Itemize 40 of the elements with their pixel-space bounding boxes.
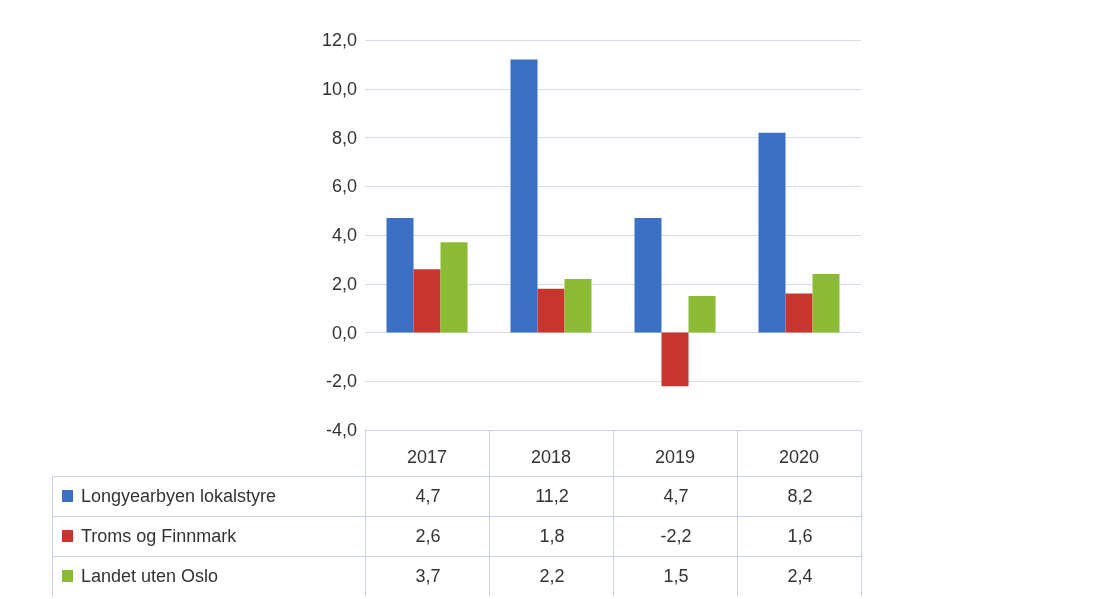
legend-label: Longyearbyen lokalstyre xyxy=(81,485,277,507)
y-tick-label: -2,0 xyxy=(325,371,357,392)
legend-label: Troms og Finnmark xyxy=(81,525,237,547)
y-tick-label: -4,0 xyxy=(325,420,357,440)
bar xyxy=(688,295,716,333)
bar xyxy=(386,217,414,333)
data-label: 2,2 xyxy=(489,556,614,596)
x-tick-label: 2017 xyxy=(406,447,448,467)
y-tick-label: 8,0 xyxy=(331,127,357,148)
bar xyxy=(661,332,689,387)
bar xyxy=(758,132,786,333)
bar xyxy=(537,288,565,333)
data-label: 4,7 xyxy=(365,476,490,516)
legend-label: Landet uten Oslo xyxy=(81,565,219,587)
data-label: 8,2 xyxy=(737,476,862,516)
bar xyxy=(785,293,813,333)
data-label: 1,5 xyxy=(613,556,738,596)
bar xyxy=(440,242,468,333)
data-label: 4,7 xyxy=(613,476,738,516)
x-tick-label: 2020 xyxy=(778,447,820,467)
data-label: 11,2 xyxy=(489,476,614,516)
y-tick-label: 2,0 xyxy=(331,273,357,294)
data-label: 2,4 xyxy=(737,556,862,596)
x-tick-label: 2019 xyxy=(654,447,696,467)
data-label: 1,6 xyxy=(737,516,862,556)
bar xyxy=(634,217,662,333)
bar xyxy=(510,59,538,333)
bar xyxy=(413,269,441,333)
data-label: -2,2 xyxy=(613,516,738,556)
x-tick-label: 2018 xyxy=(530,447,572,467)
bar xyxy=(564,278,592,333)
y-tick-label: 12,0 xyxy=(321,30,357,50)
y-tick-label: 0,0 xyxy=(331,322,357,343)
y-tick-label: 6,0 xyxy=(331,176,357,197)
y-tick-label: 4,0 xyxy=(331,225,357,245)
y-tick-label: 10,0 xyxy=(321,78,357,99)
data-label: 1,8 xyxy=(489,516,614,556)
bar xyxy=(812,274,840,333)
data-label: 2,6 xyxy=(365,516,490,556)
data-label: 3,7 xyxy=(365,556,490,596)
